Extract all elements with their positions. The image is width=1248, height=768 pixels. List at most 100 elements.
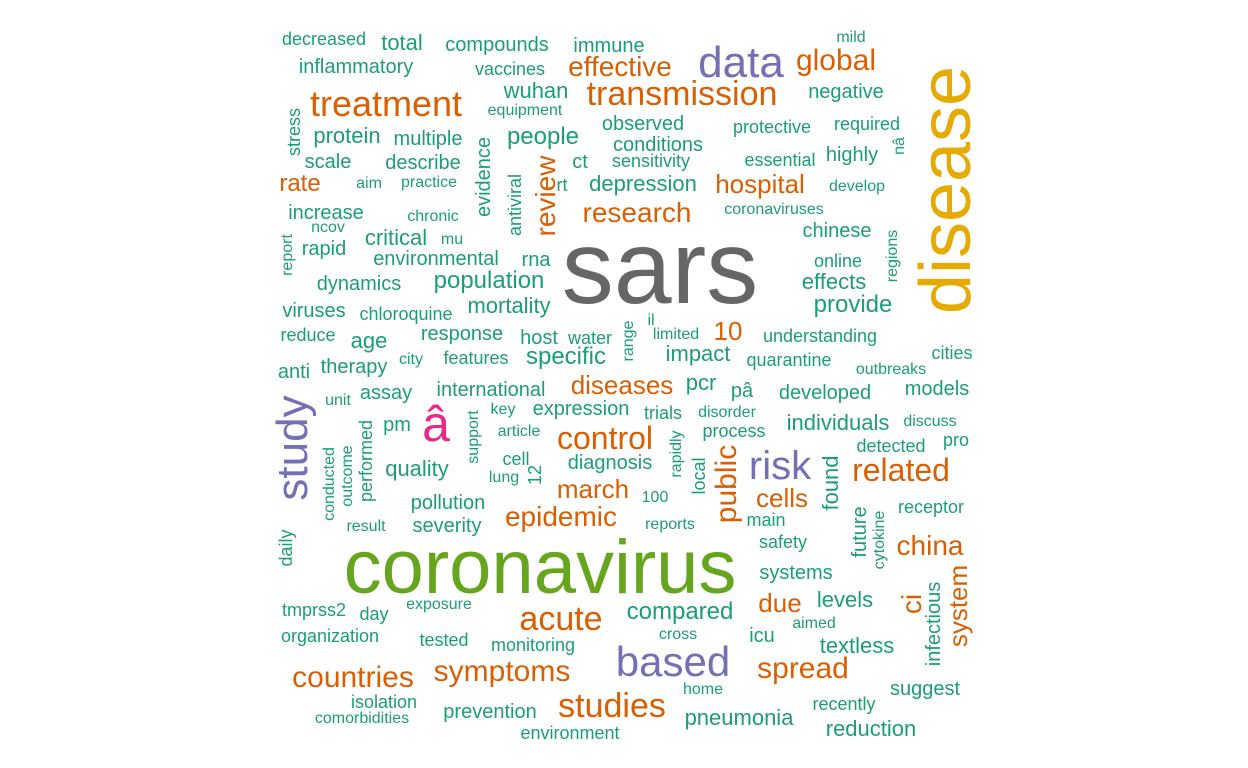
word: essential xyxy=(744,150,816,170)
word: result xyxy=(346,518,386,535)
word: negative xyxy=(808,81,884,103)
word: cities xyxy=(931,343,973,363)
word: based xyxy=(615,638,731,685)
word: expression xyxy=(532,398,630,420)
word: discuss xyxy=(903,413,957,430)
word: depression xyxy=(589,171,697,196)
word: lung xyxy=(488,469,520,486)
word: describe xyxy=(385,152,461,174)
word: reports xyxy=(645,516,695,533)
word: developed xyxy=(778,382,872,404)
word: reduction xyxy=(825,716,917,741)
word: transmission xyxy=(586,75,778,113)
word: water xyxy=(567,328,613,348)
word: immune xyxy=(573,35,645,57)
word: daily xyxy=(276,529,296,567)
word: quality xyxy=(385,456,449,481)
word: report xyxy=(279,234,296,276)
word: decreased xyxy=(281,29,367,49)
word: mortality xyxy=(467,293,551,318)
word: icu xyxy=(749,625,775,647)
word: protective xyxy=(732,117,812,137)
word: recently xyxy=(812,694,876,714)
word: age xyxy=(350,328,388,353)
word: day xyxy=(359,604,389,624)
word: systems xyxy=(759,562,833,584)
word: outcome xyxy=(339,445,356,507)
word: system xyxy=(943,564,973,648)
word: ncov xyxy=(311,219,345,236)
word: future xyxy=(849,506,871,558)
word: rapidly xyxy=(668,430,685,478)
word: compared xyxy=(626,598,734,625)
word: impact xyxy=(665,341,731,366)
word: inflammatory xyxy=(298,56,414,78)
word: control xyxy=(556,420,654,456)
word: aimed xyxy=(792,615,836,632)
word: 10 xyxy=(713,316,743,346)
word: found xyxy=(818,455,843,511)
word: pm xyxy=(383,414,411,436)
word: sensitivity xyxy=(611,151,691,171)
word: evidence xyxy=(473,136,495,218)
word: cross xyxy=(658,626,698,643)
word: highly xyxy=(825,144,879,166)
word: textless xyxy=(819,633,895,658)
word: march xyxy=(556,474,630,504)
word: receptor xyxy=(897,497,965,517)
word: quarantine xyxy=(746,350,832,370)
word: china xyxy=(896,530,964,561)
word: observed xyxy=(601,113,685,135)
word: practice xyxy=(400,174,458,191)
word: organization xyxy=(280,626,380,646)
word: monitoring xyxy=(490,635,576,655)
word: pâ xyxy=(730,380,754,402)
word: â xyxy=(422,396,450,452)
word: international xyxy=(436,379,546,401)
word: mild xyxy=(836,29,866,46)
word: aim xyxy=(356,175,382,192)
word: acute xyxy=(519,600,603,638)
word: hospital xyxy=(715,169,805,199)
word: risk xyxy=(748,444,812,488)
word: effects xyxy=(801,269,867,294)
word: suggest xyxy=(889,678,961,700)
word: public xyxy=(710,444,743,524)
word: study xyxy=(268,395,317,501)
word: support xyxy=(465,410,482,464)
word: spread xyxy=(757,652,849,685)
word: detected xyxy=(856,436,926,456)
word: article xyxy=(497,423,541,440)
word: therapy xyxy=(320,356,388,378)
word: pro xyxy=(942,430,970,450)
word: disorder xyxy=(698,404,756,421)
word: anti xyxy=(277,361,311,383)
word: response xyxy=(420,323,504,345)
word: people xyxy=(506,123,580,150)
word: diagnosis xyxy=(567,452,653,474)
word: pcr xyxy=(685,370,717,395)
word: severity xyxy=(412,515,482,537)
word: range xyxy=(620,320,637,362)
word: process xyxy=(702,421,766,441)
word: rt xyxy=(556,175,568,195)
word: understanding xyxy=(762,326,878,346)
word: increase xyxy=(288,202,364,224)
word: wuhan xyxy=(503,78,569,103)
word: rna xyxy=(521,249,551,271)
word: performed xyxy=(356,419,376,503)
word: sars xyxy=(561,210,759,326)
word: related xyxy=(852,452,950,488)
word: city xyxy=(399,351,423,368)
word: coronavirus xyxy=(343,525,737,610)
word: provide xyxy=(813,291,893,318)
word: il xyxy=(647,312,655,329)
word: safety xyxy=(758,532,808,552)
word: develop xyxy=(828,178,886,195)
word: infectious xyxy=(923,581,945,667)
word: cells xyxy=(755,483,809,513)
word: viruses xyxy=(282,300,346,322)
word: individuals xyxy=(786,410,890,435)
word: trials xyxy=(643,403,683,423)
